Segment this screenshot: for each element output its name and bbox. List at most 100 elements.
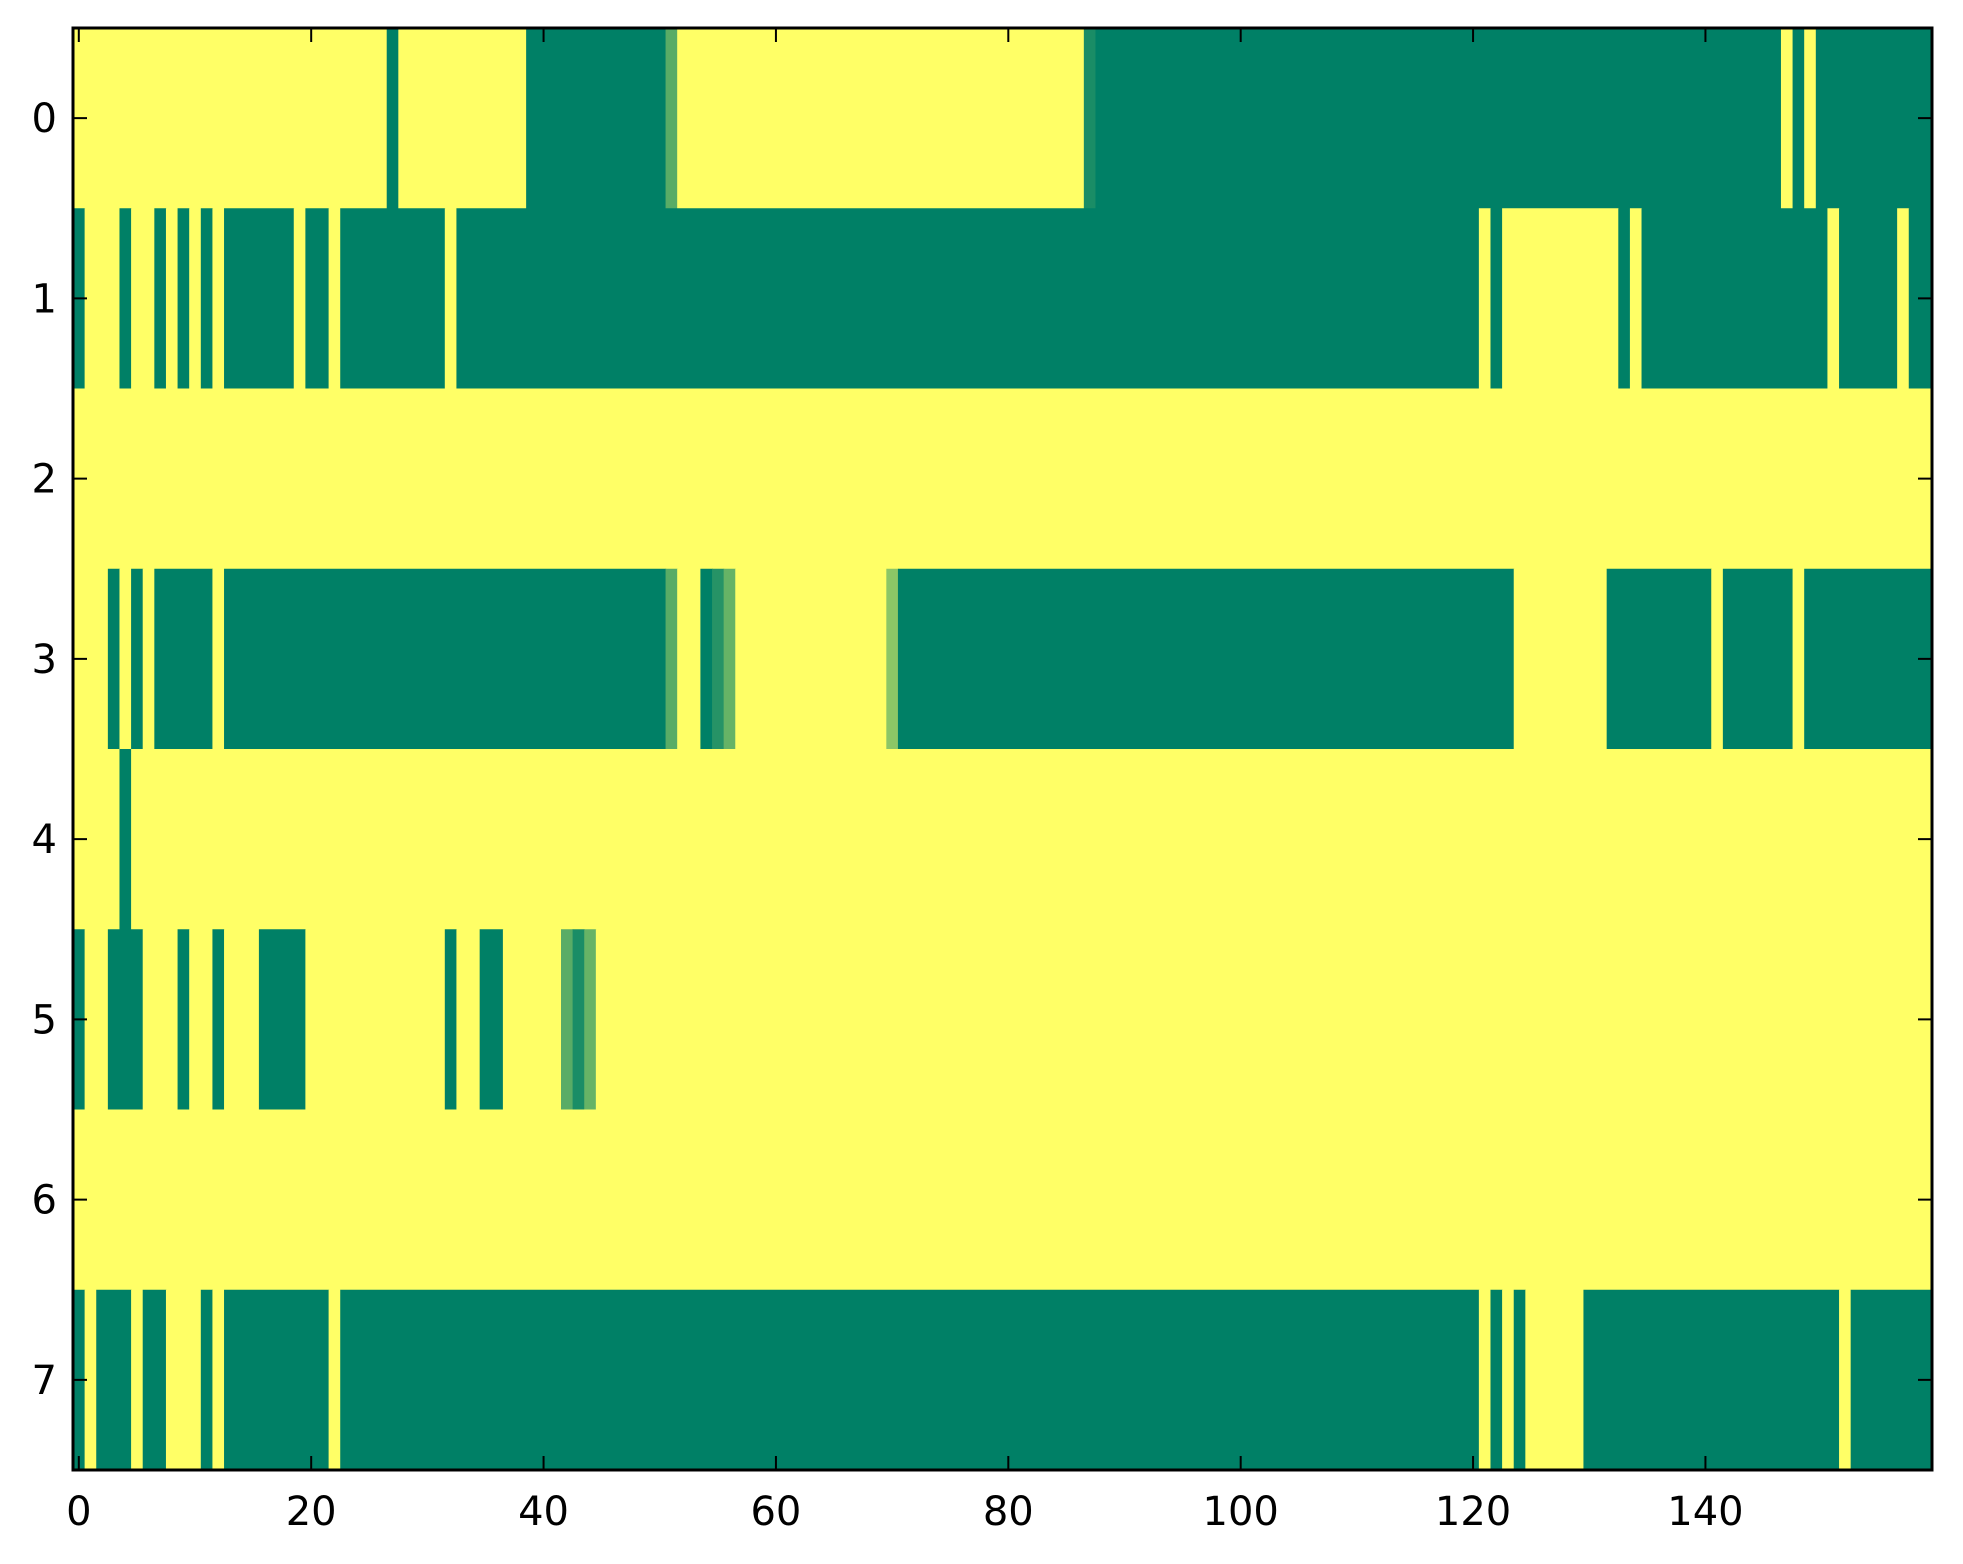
heatmap-cell-row1-col121 — [1478, 208, 1492, 390]
heatmap-cell-row3-col56 — [723, 568, 736, 750]
heatmap-cell-row1-col10 — [189, 208, 202, 390]
heatmap-cell-row5-col1 — [84, 929, 109, 1111]
heatmap-cell-row1-col134 — [1629, 208, 1643, 390]
heatmap-cell-row5-col33 — [456, 929, 481, 1111]
x-tick-label: 80 — [983, 1489, 1034, 1535]
heatmap-cell-row1-col33 — [456, 208, 1480, 390]
heatmap-cell-row5-col16 — [258, 929, 306, 1111]
heatmap-cell-row3-col7 — [154, 568, 214, 750]
heatmap-cell-row7-col11 — [200, 1289, 214, 1471]
heatmap-cell-row3-col54 — [700, 568, 713, 750]
heatmap-cell-row1-col151 — [1827, 208, 1840, 390]
y-tick-label: 1 — [32, 276, 57, 322]
heatmap-cell-row0-col52 — [677, 28, 1085, 209]
heatmap-cell-row7-col23 — [340, 1289, 1480, 1471]
heatmap-cell-row5-col35 — [479, 929, 504, 1111]
heatmap-cell-row4-col5 — [131, 749, 1933, 930]
heatmap-cell-row3-col51 — [665, 568, 678, 750]
y-tick-label: 6 — [32, 1178, 57, 1224]
heatmap-cell-row5-col10 — [189, 929, 214, 1111]
heatmap-cell-row1-col152 — [1839, 208, 1898, 390]
heatmap-cell-row1-col1 — [84, 208, 121, 390]
heatmap-cells — [73, 28, 1933, 1471]
heatmap-cell-row7-col130 — [1583, 1289, 1840, 1471]
heatmap-cell-row7-col1 — [84, 1289, 97, 1471]
heatmap-cell-row1-col13 — [224, 208, 295, 390]
heatmap-cell-row3-col149 — [1804, 568, 1933, 750]
heatmap-cell-row5-col3 — [107, 929, 144, 1111]
heatmap-cell-row0-col87 — [1083, 28, 1097, 209]
heatmap-cell-row0-col51 — [665, 28, 678, 209]
heatmap-cell-row3-col4 — [119, 568, 132, 750]
heatmap-cell-row5-col44 — [584, 929, 597, 1111]
heatmap-cell-row0-col0 — [73, 28, 388, 209]
x-tick-label: 20 — [286, 1489, 337, 1535]
x-tick-label: 140 — [1667, 1489, 1743, 1535]
heatmap-cell-row5-col20 — [305, 929, 446, 1111]
y-tick-label: 0 — [32, 96, 57, 142]
heatmap-cell-row3-col13 — [224, 568, 667, 750]
heatmap-cell-row0-col27 — [386, 28, 399, 209]
axis-ticks — [73, 28, 1932, 1470]
y-tick-label: 3 — [32, 637, 57, 683]
heatmap-cell-row5-col42 — [560, 929, 574, 1111]
y-tick-label: 7 — [32, 1358, 57, 1404]
heatmap-cell-row6-col0 — [73, 1109, 1933, 1291]
heatmap-cell-row5-col43 — [572, 929, 585, 1111]
heatmap-cell-row1-col11 — [200, 208, 214, 390]
heatmap-cell-row5-col37 — [502, 929, 562, 1111]
x-tick-label: 120 — [1435, 1489, 1511, 1535]
heatmap-cell-row1-col135 — [1641, 208, 1829, 390]
heatmap-cell-row3-col3 — [107, 568, 121, 750]
heatmap-cell-row1-col23 — [340, 208, 446, 390]
y-tick-labels: 0 1 2 3 4 5 6 7 — [32, 96, 57, 1404]
heatmap-cell-row5-col45 — [595, 929, 1933, 1111]
heatmap-cell-row1-col20 — [305, 208, 330, 390]
heatmap-cell-row1-col5 — [131, 208, 155, 390]
x-tick-labels: 0 20 40 60 80 100 120 140 — [66, 1489, 1744, 1535]
heatmap-cell-row2-col0 — [73, 388, 1933, 570]
heatmap-cell-row7-col6 — [142, 1289, 167, 1471]
heatmap-cell-row0-col147 — [1780, 28, 1794, 209]
heatmap-cell-row0-col39 — [526, 28, 667, 209]
y-tick-label: 4 — [32, 817, 57, 863]
heatmap-cell-row1-col122 — [1490, 208, 1503, 390]
x-tick-label: 60 — [750, 1489, 801, 1535]
heatmap-cell-row7-col5 — [131, 1289, 144, 1471]
heatmap-cell-row3-col71 — [897, 568, 1515, 750]
heatmap-cell-row1-col32 — [444, 208, 458, 390]
x-tick-label: 100 — [1203, 1489, 1279, 1535]
heatmap-cell-row3-col148 — [1792, 568, 1805, 750]
heatmap-cell-row0-col88 — [1095, 28, 1782, 209]
heatmap-cell-row3-col12 — [212, 568, 225, 750]
heatmap-cell-row3-col142 — [1722, 568, 1794, 750]
heatmap-cell-row3-col6 — [142, 568, 155, 750]
heatmap-cell-row7-col12 — [212, 1289, 225, 1471]
heatmap-cell-row3-col124 — [1513, 568, 1608, 750]
heatmap-cell-row5-col32 — [444, 929, 458, 1111]
heatmap-cell-row0-col28 — [398, 28, 527, 209]
heatmap-cell-row0-col149 — [1804, 28, 1817, 209]
heatmap-cell-row7-col22 — [328, 1289, 341, 1471]
heatmap-cell-row7-col123 — [1502, 1289, 1515, 1471]
heatmap-cell-row1-col4 — [119, 208, 132, 390]
heatmap-cell-row3-col52 — [677, 568, 702, 750]
heatmap-cell-row1-col7 — [154, 208, 167, 390]
heatmap-cell-row1-col19 — [293, 208, 306, 390]
heatmap-cell-row7-col122 — [1490, 1289, 1503, 1471]
plot-frame — [71, 26, 1934, 1472]
heatmap-cell-row4-col4 — [119, 749, 132, 930]
heatmap-cell-row7-col2 — [96, 1289, 132, 1471]
heatmap-cell-row1-col12 — [212, 208, 225, 390]
x-tick-label: 0 — [66, 1489, 91, 1535]
heatmap-cell-row1-col22 — [328, 208, 341, 390]
heatmap-cell-row1-col157 — [1897, 208, 1910, 390]
heatmap-cell-row1-col123 — [1502, 208, 1619, 390]
heatmap-cell-row3-col57 — [735, 568, 887, 750]
heatmap-cell-row7-col124 — [1513, 1289, 1526, 1471]
y-tick-label: 2 — [32, 457, 57, 503]
heatmap-cell-row3-col70 — [886, 568, 899, 750]
heatmap-cell-row0-col148 — [1792, 28, 1805, 209]
x-tick-label: 40 — [518, 1489, 569, 1535]
